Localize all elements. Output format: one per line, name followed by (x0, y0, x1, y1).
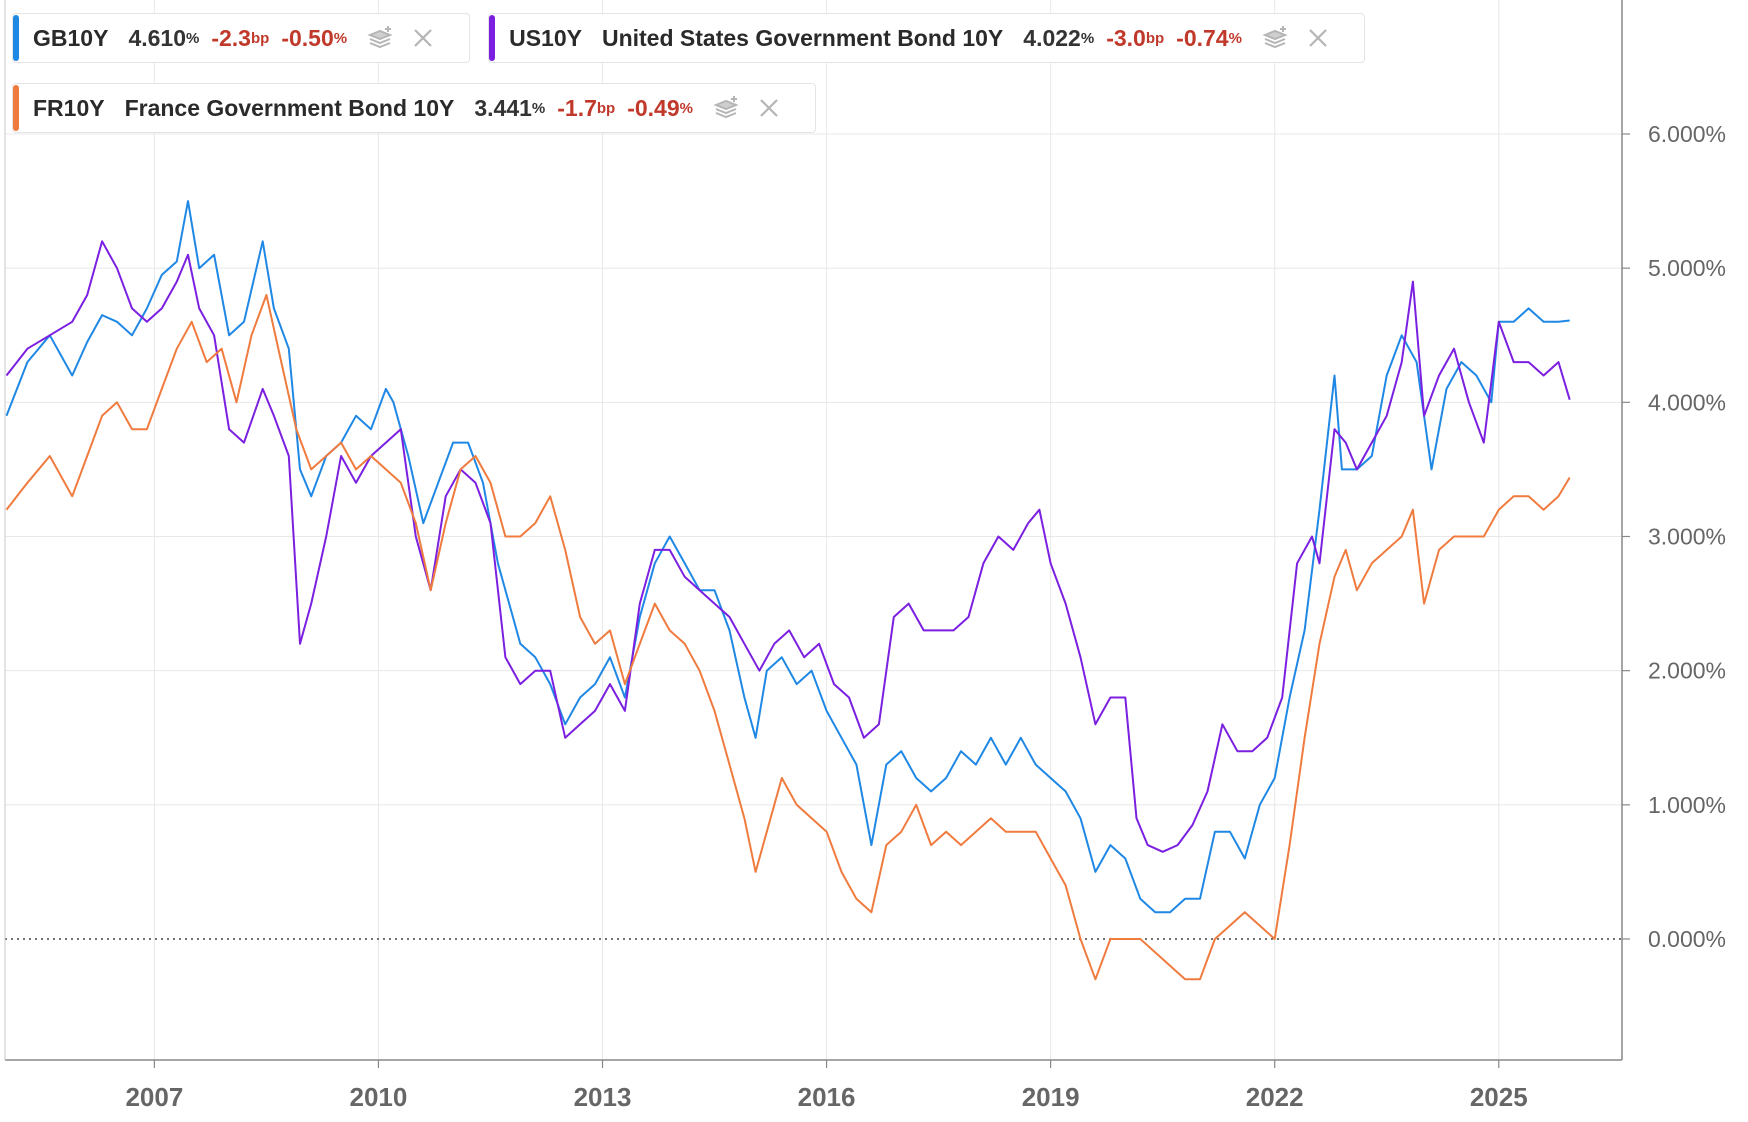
legend-percent-unit: % (679, 99, 693, 117)
legend-color-bar (13, 85, 19, 131)
series-line-fr10y (5, 294, 1571, 981)
legend-symbol: GB10Y (33, 24, 109, 51)
x-tick-label: 2016 (798, 1082, 856, 1112)
legend-row-1: GB10Y 4.610 % -2.3 bp -0.50 % US10Y Unit… (12, 13, 1365, 63)
series-lines (5, 200, 1571, 981)
legend-value: 4.610 (128, 24, 186, 51)
legend-percent-change: -0.49 (627, 94, 680, 121)
legend-color-bar (489, 15, 496, 61)
close-icon[interactable] (409, 24, 437, 52)
y-tick-label: 2.000% (1648, 658, 1726, 684)
layers-add-icon[interactable] (713, 94, 741, 122)
legend-color-bar (13, 15, 19, 61)
legend-value-unit: % (1080, 29, 1095, 47)
y-tick-label: 4.000% (1648, 389, 1726, 415)
close-icon[interactable] (1304, 24, 1332, 52)
legend-percent-unit: % (1228, 29, 1242, 47)
legend-change-unit: bp (596, 99, 616, 117)
gridlines (5, 0, 1622, 1060)
x-tick-label: 2019 (1022, 1082, 1080, 1112)
legend-chip-fr10y[interactable]: FR10Y France Government Bond 10Y 3.441 %… (12, 83, 816, 133)
legend-change-unit: bp (250, 29, 270, 47)
legend-value-unit: % (186, 29, 200, 47)
close-icon[interactable] (755, 94, 783, 122)
x-tick-label: 2022 (1246, 1082, 1304, 1112)
legend-row-2: FR10Y France Government Bond 10Y 3.441 %… (12, 83, 816, 133)
series-line-us10y (5, 240, 1571, 853)
y-tick-label: 6.000% (1648, 121, 1726, 147)
series-line-gb10y (5, 200, 1570, 914)
y-axis-tick-labels: 0.000% 1.000% 2.000% 3.000% 4.000% 5.000% 6.00… (1622, 121, 1726, 952)
legend-percent-change: -0.50 (281, 24, 334, 51)
legend-symbol: FR10Y (33, 94, 105, 121)
legend-chip-us10y[interactable]: US10Y United States Government Bond 10Y … (488, 13, 1365, 63)
x-tick-label: 2007 (125, 1082, 183, 1112)
x-tick-label: 2013 (574, 1082, 632, 1112)
x-tick-label: 2025 (1470, 1082, 1528, 1112)
legend-percent-change: -0.74 (1176, 24, 1229, 51)
legend-change: -1.7 (557, 94, 597, 121)
legend-change: -3.0 (1106, 24, 1146, 51)
layers-add-icon[interactable] (367, 24, 395, 52)
legend-change: -2.3 (211, 24, 251, 51)
legend-value: 3.441 (474, 94, 532, 121)
x-axis-tick-labels: 2007 2010 2013 2016 2019 2022 2025 (125, 1060, 1528, 1112)
axis-frame (4, 0, 1623, 1061)
legend-symbol: US10Y (509, 24, 582, 51)
legend-value: 4.022 (1023, 24, 1081, 51)
legend-chip-gb10y[interactable]: GB10Y 4.610 % -2.3 bp -0.50 % (12, 13, 471, 63)
legend-value-unit: % (531, 99, 546, 117)
y-tick-label: 3.000% (1648, 524, 1726, 550)
legend-change-unit: bp (1145, 29, 1165, 47)
legend-name: United States Government Bond 10Y (601, 24, 1004, 51)
legend-percent-unit: % (333, 29, 348, 47)
y-tick-label: 5.000% (1648, 255, 1726, 281)
y-tick-label: 0.000% (1648, 926, 1726, 952)
y-tick-label: 1.000% (1648, 792, 1726, 818)
legend-name: France Government Bond 10Y (124, 94, 455, 121)
layers-add-icon[interactable] (1262, 24, 1290, 52)
x-tick-label: 2010 (350, 1082, 408, 1112)
